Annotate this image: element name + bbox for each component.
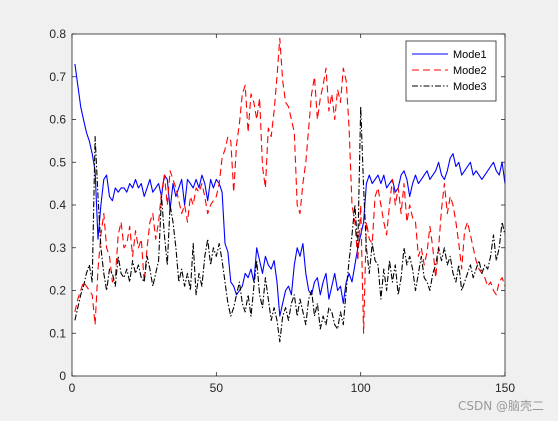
x-tick-label: 150 xyxy=(495,381,515,395)
x-tick-label: 100 xyxy=(351,381,371,395)
x-tick-label: 0 xyxy=(69,381,76,395)
legend-box xyxy=(405,40,497,102)
legend-label-mode2: Mode2 xyxy=(453,65,487,77)
series-line-mode3 xyxy=(74,106,506,343)
legend-label-mode3: Mode3 xyxy=(453,81,487,93)
y-tick-label: 0 xyxy=(59,369,66,383)
legend-label-mode1: Mode1 xyxy=(453,49,487,61)
y-tick-label: 0.4 xyxy=(49,198,66,212)
watermark-text: CSDN @脑壳二 xyxy=(457,399,544,413)
y-tick-label: 0.8 xyxy=(49,27,66,41)
y-tick-label: 0.1 xyxy=(49,326,66,340)
legend[interactable]: Mode1 Mode2 Mode3 xyxy=(405,40,497,102)
y-tick-label: 0.6 xyxy=(49,113,66,127)
y-tick-label: 0.5 xyxy=(49,155,66,169)
x-tick-label: 50 xyxy=(210,381,224,395)
y-tick-label: 0.3 xyxy=(49,241,66,255)
series-line-mode1 xyxy=(74,63,506,317)
y-tick-label: 0.7 xyxy=(49,70,66,84)
ticks-layer: 0 50 100 150 0 0.1 0.2 0.3 0.4 0.5 0.6 0.7 0.8 xyxy=(49,27,515,395)
series-line-mode2 xyxy=(74,37,506,334)
y-tick-label: 0.2 xyxy=(49,284,66,298)
series-layer xyxy=(74,37,506,343)
